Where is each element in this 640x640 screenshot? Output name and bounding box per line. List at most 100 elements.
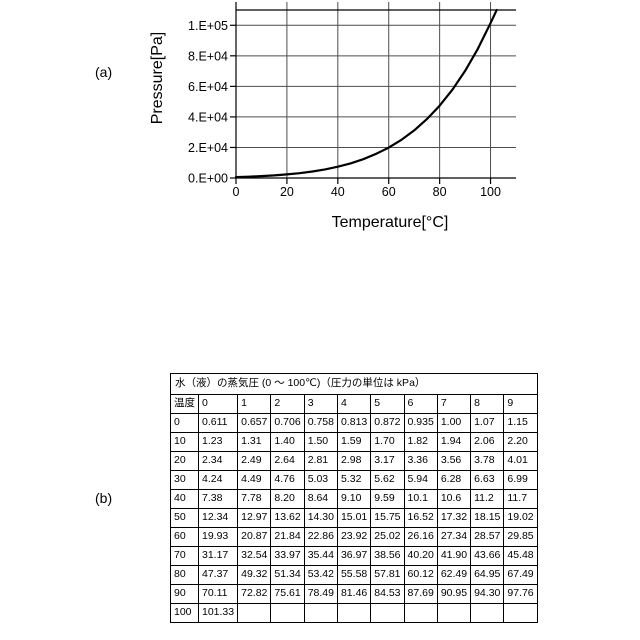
table-cell: 2.34	[197, 451, 239, 471]
table-cell: 43.66	[470, 546, 505, 566]
table-column-header: 7	[436, 394, 472, 414]
table-cell	[270, 603, 305, 623]
table-cell: 7.78	[237, 489, 272, 509]
table-cell: 5.03	[303, 470, 338, 490]
table-cell	[336, 603, 372, 623]
row-temperature-label: 0	[170, 413, 199, 433]
table-row: 50 12.34 12.97 13.62 14.30 15.01 15.75 16.52 17.…	[170, 508, 538, 528]
table-cell: 0.611	[197, 413, 239, 433]
table-cell	[503, 603, 538, 623]
table-cell: 6.63	[470, 470, 505, 490]
table-cell: 0.935	[403, 413, 438, 433]
table-cell: 84.53	[370, 584, 405, 604]
chart-frame	[235, 2, 516, 179]
table-cell: 81.46	[336, 584, 372, 604]
table-row: 0 0.611 0.657 0.706 0.758 0.813 0.872 0.935 1.00…	[170, 413, 538, 433]
table-cell: 6.99	[503, 470, 538, 490]
table-cell: 25.02	[370, 527, 405, 547]
row-temperature-label: 20	[170, 451, 199, 471]
table-cell: 35.44	[303, 546, 338, 566]
table-cell: 75.61	[270, 584, 305, 604]
table-cell: 36.97	[336, 546, 372, 566]
x-tick-label: 0	[233, 185, 240, 199]
table-cell: 15.01	[336, 508, 372, 528]
table-cell: 19.02	[503, 508, 538, 528]
table-cell: 28.57	[470, 527, 505, 547]
table-cell: 47.37	[197, 565, 239, 585]
table-cell: 0.813	[336, 413, 372, 433]
table-cell: 87.69	[403, 584, 438, 604]
row-temperature-label: 80	[170, 565, 199, 585]
row-temperature-label: 40	[170, 489, 199, 509]
table-cell: 1.15	[503, 413, 538, 433]
table-cell: 5.62	[370, 470, 405, 490]
table-cell: 4.24	[197, 470, 239, 490]
table-cell: 1.50	[303, 432, 338, 452]
table-cell: 45.48	[503, 546, 538, 566]
table-cell: 26.16	[403, 527, 438, 547]
table-cell	[470, 603, 505, 623]
table-row: 30 4.24 4.49 4.76 5.03 5.32 5.62 5.94 6.28 6.63 6.…	[170, 470, 538, 490]
table-cell: 78.49	[303, 584, 338, 604]
table-cell: 1.07	[470, 413, 505, 433]
table-cell	[303, 603, 338, 623]
table-cell: 1.23	[197, 432, 239, 452]
table-cell: 4.76	[270, 470, 305, 490]
y-tick-label: 8.E+04	[188, 49, 228, 63]
table-cell: 18.15	[470, 508, 505, 528]
y-tick-label: 2.E+04	[188, 141, 228, 155]
table-cell: 0.657	[237, 413, 272, 433]
table-cell: 32.54	[237, 546, 272, 566]
table-cell: 60.12	[403, 565, 438, 585]
chart-ticks	[230, 24, 492, 184]
table-cell: 49.32	[237, 565, 272, 585]
table-cell: 27.34	[436, 527, 472, 547]
table-cell: 22.86	[303, 527, 338, 547]
table-row: 60 19.93 20.87 21.84 22.86 23.92 25.02 26.16 27.…	[170, 527, 538, 547]
x-tick-label: 80	[433, 185, 447, 199]
table-cell: 2.20	[503, 432, 538, 452]
table-cell: 1.00	[436, 413, 472, 433]
table-column-header: 2	[270, 394, 305, 414]
table-cell: 53.42	[303, 565, 338, 585]
table-cell: 0.706	[270, 413, 305, 433]
table-cell: 1.31	[237, 432, 272, 452]
table-cell: 14.30	[303, 508, 338, 528]
table-cell: 9.10	[336, 489, 372, 509]
row-temperature-label: 100	[170, 603, 199, 623]
x-axis-title: Temperature[°C]	[332, 214, 449, 231]
table-cell: 19.93	[197, 527, 239, 547]
table-cell	[436, 603, 472, 623]
table-column-header: 5	[370, 394, 405, 414]
table-cell: 62.49	[436, 565, 472, 585]
table-cell: 4.49	[237, 470, 272, 490]
table-cell: 29.85	[503, 527, 538, 547]
table-column-header: 8	[470, 394, 505, 414]
table-cell: 13.62	[270, 508, 305, 528]
table-cell: 17.32	[436, 508, 472, 528]
y-tick-label: 4.E+04	[188, 110, 228, 124]
table-cell: 8.20	[270, 489, 305, 509]
table-cell: 16.52	[403, 508, 438, 528]
row-temperature-label: 90	[170, 584, 199, 604]
table-cell: 1.59	[336, 432, 372, 452]
x-tick-label: 60	[382, 185, 396, 199]
table-cell: 2.06	[470, 432, 505, 452]
figure-b-label: (b)	[95, 490, 113, 506]
vapor-pressure-curve	[234, 8, 498, 179]
row-temperature-label: 60	[170, 527, 199, 547]
table-cell: 3.36	[403, 451, 438, 471]
table-column-header: 0	[197, 394, 239, 414]
table-title: 水（液）の蒸気圧 (0 ～ 100℃)（圧力の単位は kPa）	[170, 373, 538, 395]
table-cell: 23.92	[336, 527, 372, 547]
table-cell: 38.56	[370, 546, 405, 566]
y-tick-label: 6.E+04	[188, 80, 228, 94]
table-cell: 9.59	[370, 489, 405, 509]
table-row: 40 7.38 7.78 8.20 8.64 9.10 9.59 10.1 10.6 11.2 11…	[170, 489, 538, 509]
table-row: 10 1.23 1.31 1.40 1.50 1.59 1.70 1.82 1.94 2.06 2.…	[170, 432, 538, 452]
table-cell: 31.17	[197, 546, 239, 566]
table-cell: 10.1	[403, 489, 438, 509]
row-temperature-label: 70	[170, 546, 199, 566]
table-cell: 6.28	[436, 470, 472, 490]
